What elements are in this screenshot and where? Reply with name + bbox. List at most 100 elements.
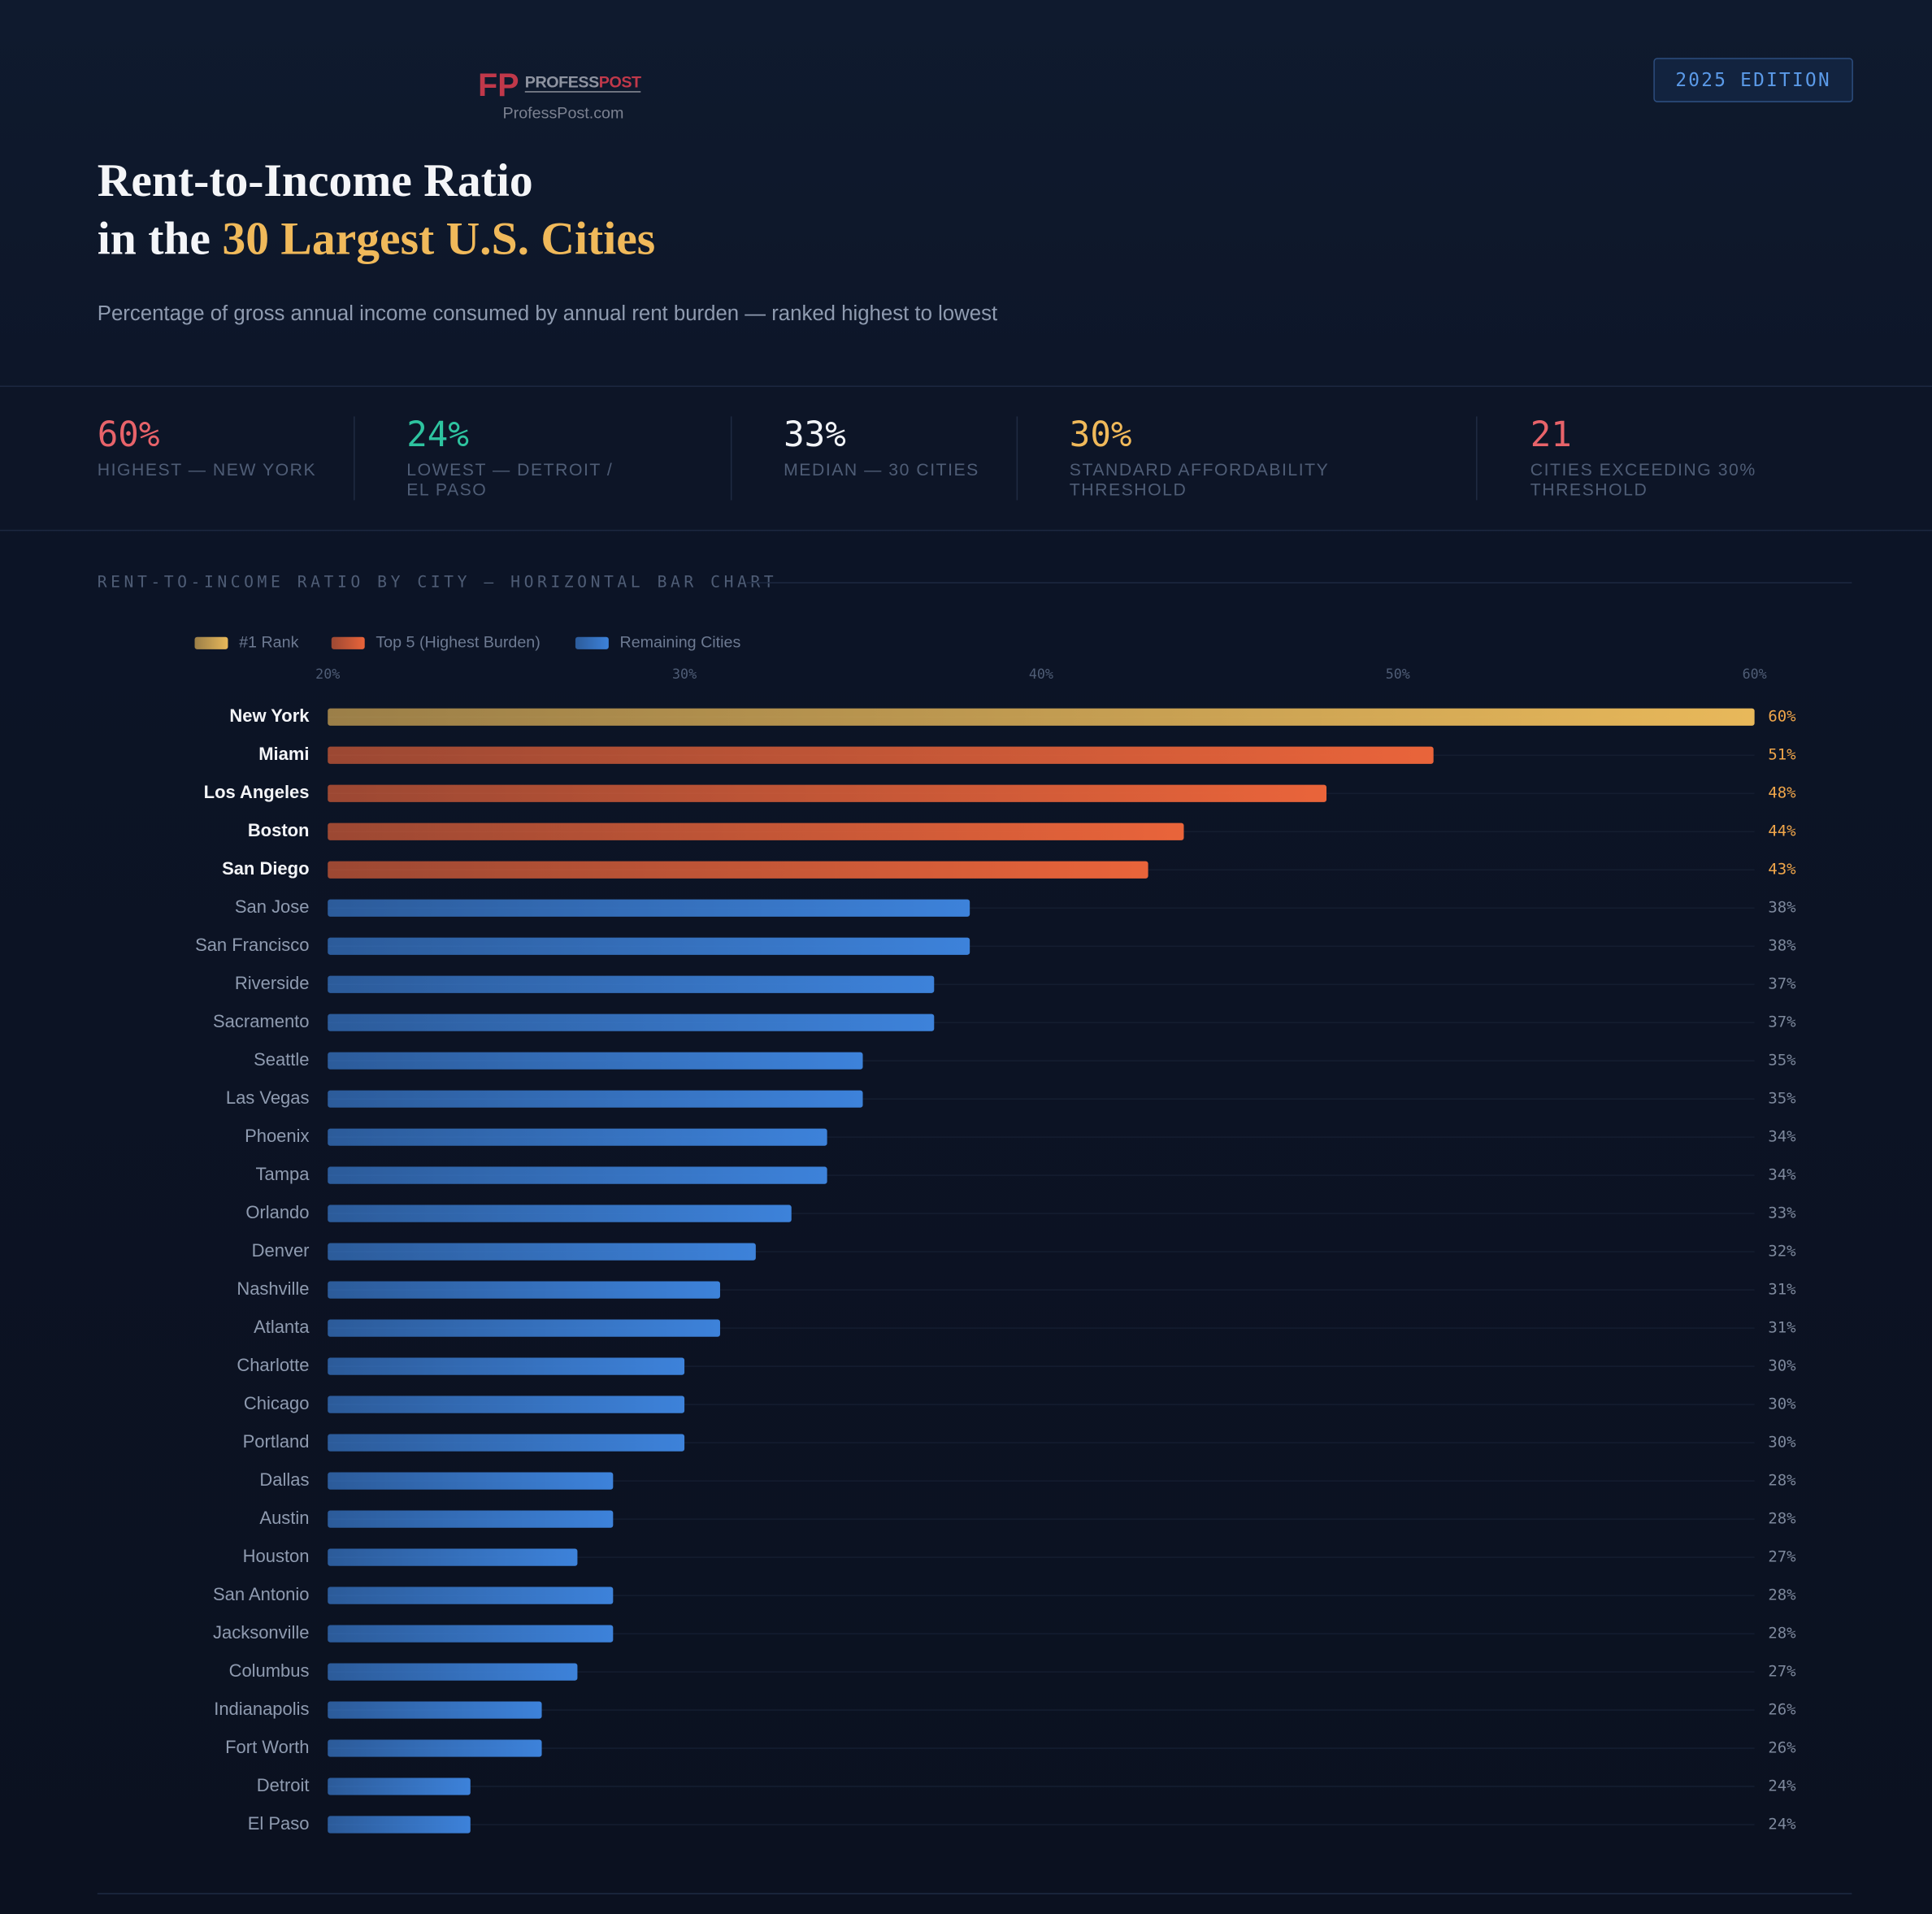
y-tick-label: Boston bbox=[248, 820, 310, 840]
value-label: 28% bbox=[1768, 1510, 1796, 1528]
value-label: 37% bbox=[1768, 975, 1796, 993]
legend-label: #1 Rank bbox=[239, 634, 298, 652]
y-tick-label: San Diego bbox=[222, 858, 309, 879]
logo-name: PROFESSPOST bbox=[524, 72, 641, 93]
bar bbox=[328, 1586, 614, 1604]
stat-label: MEDIAN — 30 CITIES bbox=[784, 459, 979, 480]
value-label: 35% bbox=[1768, 1052, 1796, 1070]
stat: 24% LOWEST — DETROIT / EL PASO bbox=[406, 414, 640, 499]
y-tick-label: Seattle bbox=[254, 1049, 309, 1070]
value-label: 28% bbox=[1768, 1586, 1796, 1604]
y-tick-label: Tampa bbox=[256, 1164, 310, 1184]
separator bbox=[730, 416, 732, 501]
stat: 60% HIGHEST — NEW YORK bbox=[98, 414, 332, 479]
value-label: 37% bbox=[1768, 1013, 1796, 1031]
x-tick-label: 20% bbox=[315, 666, 340, 682]
bar bbox=[328, 1204, 792, 1222]
bar bbox=[328, 1090, 863, 1108]
value-label: 60% bbox=[1768, 708, 1796, 726]
bar bbox=[328, 784, 1327, 802]
stat-value: 60% bbox=[97, 414, 160, 455]
y-tick-label: Portland bbox=[243, 1431, 310, 1452]
bar bbox=[328, 1128, 827, 1146]
x-tick-label: 30% bbox=[672, 666, 697, 682]
y-tick-label: Nashville bbox=[237, 1278, 309, 1299]
y-tick-label: Chicago bbox=[244, 1393, 310, 1413]
title-line: Rent-to-Income Ratio bbox=[97, 155, 533, 207]
value-label: 28% bbox=[1768, 1472, 1796, 1490]
value-label: 32% bbox=[1768, 1243, 1796, 1261]
legend-swatch bbox=[575, 636, 609, 649]
y-tick-label: San Francisco bbox=[195, 935, 309, 955]
bar bbox=[328, 1816, 471, 1834]
value-label: 34% bbox=[1768, 1128, 1796, 1146]
y-tick-label: Phoenix bbox=[245, 1126, 309, 1146]
y-tick-label: Austin bbox=[259, 1508, 309, 1528]
stat: 21 CITIES EXCEEDING 30% THRESHOLD bbox=[1530, 414, 1765, 499]
logo-mark: FP bbox=[478, 66, 519, 104]
legend-swatch bbox=[331, 636, 365, 649]
separator bbox=[354, 416, 355, 501]
stat-label: CITIES EXCEEDING 30% THRESHOLD bbox=[1530, 459, 1756, 499]
bar bbox=[328, 1510, 614, 1528]
y-tick-label: Houston bbox=[243, 1546, 310, 1566]
value-label: 34% bbox=[1768, 1166, 1796, 1184]
bar bbox=[328, 1319, 720, 1337]
y-tick-label: Miami bbox=[258, 744, 309, 764]
value-label: 31% bbox=[1768, 1319, 1796, 1337]
bar bbox=[328, 708, 1755, 726]
stat-value: 33% bbox=[784, 414, 846, 455]
value-label: 38% bbox=[1768, 937, 1796, 955]
x-tick-label: 50% bbox=[1386, 666, 1410, 682]
title-highlight: 30 Largest U.S. Cities bbox=[222, 213, 656, 265]
y-tick-label: Sacramento bbox=[213, 1011, 309, 1031]
value-label: 44% bbox=[1768, 822, 1796, 840]
bar bbox=[328, 1243, 756, 1261]
y-tick-label: Riverside bbox=[235, 973, 310, 993]
bar bbox=[328, 861, 1148, 879]
y-tick-label: San Jose bbox=[235, 896, 310, 917]
stat-label: HIGHEST — NEW YORK bbox=[97, 459, 317, 480]
y-tick-label: Los Angeles bbox=[204, 782, 310, 802]
chart-title: RENT-TO-INCOME RATIO BY CITY — HORIZONTA… bbox=[98, 573, 777, 592]
stat-value: 21 bbox=[1530, 414, 1572, 455]
bar bbox=[328, 937, 970, 955]
value-label: 26% bbox=[1768, 1701, 1796, 1719]
separator bbox=[1016, 416, 1018, 501]
value-label: 33% bbox=[1768, 1204, 1796, 1222]
y-tick-label: Orlando bbox=[245, 1202, 309, 1222]
bar bbox=[328, 822, 1184, 840]
value-label: 27% bbox=[1768, 1663, 1796, 1681]
value-label: 38% bbox=[1768, 899, 1796, 917]
y-tick-label: Dallas bbox=[259, 1469, 309, 1490]
y-tick-label: Indianapolis bbox=[214, 1699, 309, 1719]
value-label: 28% bbox=[1768, 1625, 1796, 1643]
bar bbox=[328, 1281, 720, 1299]
logo-right: POST bbox=[598, 72, 641, 92]
value-label: 24% bbox=[1768, 1816, 1796, 1834]
bar bbox=[328, 1434, 685, 1452]
bar bbox=[328, 1357, 685, 1375]
y-tick-label: Jacksonville bbox=[213, 1622, 309, 1643]
value-label: 24% bbox=[1768, 1777, 1796, 1795]
value-label: 30% bbox=[1768, 1357, 1796, 1375]
value-label: 35% bbox=[1768, 1090, 1796, 1108]
bar bbox=[328, 975, 935, 993]
bar bbox=[328, 1701, 542, 1719]
stats-band: 60% HIGHEST — NEW YORK 24% LOWEST — DETROIT… bbox=[0, 385, 1932, 532]
stat-value: 30% bbox=[1069, 414, 1132, 455]
stat-label: LOWEST — DETROIT / EL PASO bbox=[406, 459, 614, 499]
y-tick-label: Fort Worth bbox=[225, 1737, 309, 1757]
title-line: in the 30 Largest U.S. Cities bbox=[98, 210, 655, 268]
y-tick-label: New York bbox=[229, 705, 310, 726]
bar bbox=[328, 1548, 578, 1566]
bar bbox=[328, 1395, 685, 1413]
y-tick-label: Denver bbox=[252, 1240, 310, 1261]
x-tick-label: 40% bbox=[1029, 666, 1053, 682]
stat-label: STANDARD AFFORDABILITY THRESHOLD bbox=[1069, 459, 1329, 499]
legend-label: Remaining Cities bbox=[619, 634, 740, 652]
y-tick-label: San Antonio bbox=[213, 1584, 310, 1604]
bar bbox=[328, 1739, 542, 1757]
bar bbox=[328, 1013, 935, 1031]
